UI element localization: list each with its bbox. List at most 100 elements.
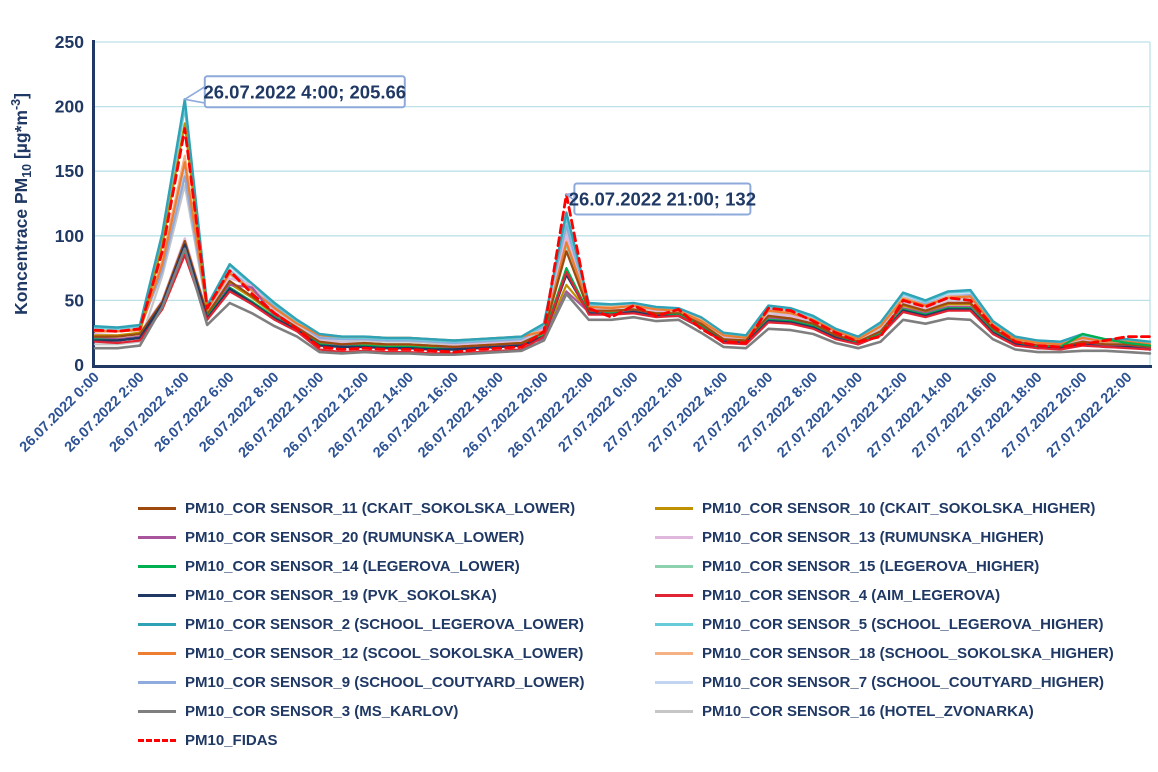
legend-item: PM10_FIDAS xyxy=(138,732,655,749)
series-line xyxy=(93,254,1152,355)
y-tick-label: 150 xyxy=(55,161,84,181)
legend-label: PM10_COR SENSOR_7 (SCHOOL_COUTYARD_HIGHE… xyxy=(702,674,1105,691)
legend-row: PM10_COR SENSOR_2 (SCHOOL_LEGEROVA_LOWER… xyxy=(0,610,1158,639)
x-tick-label: 26.07.2022 20:00 xyxy=(460,370,552,462)
legend-swatch xyxy=(655,536,693,539)
legend-label: PM10_COR SENSOR_11 (CKAIT_SOKOLSKA_LOWER… xyxy=(185,500,576,517)
legend-label: PM10_COR SENSOR_5 (SCHOOL_LEGEROVA_HIGHE… xyxy=(702,616,1104,633)
x-tick-label: 26.07.2022 16:00 xyxy=(370,370,462,462)
series-line xyxy=(93,161,1152,346)
chart-legend: PM10_COR SENSOR_11 (CKAIT_SOKOLSKA_LOWER… xyxy=(0,494,1158,755)
legend-item: PM10_COR SENSOR_9 (SCHOOL_COUTYARD_LOWER… xyxy=(138,674,655,691)
x-tick-label: 26.07.2022 8:00 xyxy=(196,370,282,456)
legend-label: PM10_COR SENSOR_20 (RUMUNSKA_LOWER) xyxy=(185,529,525,546)
legend-item: PM10_COR SENSOR_14 (LEGEROVA_LOWER) xyxy=(138,558,655,575)
legend-label: PM10_COR SENSOR_4 (AIM_LEGEROVA) xyxy=(702,587,1001,604)
legend-swatch xyxy=(138,652,176,655)
x-tick-label: 26.07.2022 0:00 xyxy=(17,370,103,456)
series-line xyxy=(93,247,1152,357)
legend-label: PM10_COR SENSOR_12 (SCOOL_SOKOLSKA_LOWER… xyxy=(185,645,584,662)
x-tick-label: 26.07.2022 18:00 xyxy=(415,370,507,462)
legend-item: PM10_COR SENSOR_5 (SCHOOL_LEGEROVA_HIGHE… xyxy=(655,616,1158,633)
legend-swatch xyxy=(138,623,176,626)
legend-swatch xyxy=(138,739,176,742)
legend-label: PM10_COR SENSOR_10 (CKAIT_SOKOLSKA_HIGHE… xyxy=(702,500,1096,517)
x-tick-label: 26.07.2022 12:00 xyxy=(280,370,372,462)
x-tick-label: 27.07.2022 0:00 xyxy=(556,370,642,456)
callout-label: 26.07.2022 4:00; 205.66 xyxy=(203,81,406,102)
legend-label: PM10_FIDAS xyxy=(185,732,278,749)
y-tick-label: 100 xyxy=(55,226,84,246)
legend-swatch xyxy=(655,710,693,713)
legend-row: PM10_COR SENSOR_9 (SCHOOL_COUTYARD_LOWER… xyxy=(0,668,1158,697)
legend-swatch xyxy=(138,681,176,684)
x-tick-label: 27.07.2022 6:00 xyxy=(690,370,776,456)
legend-swatch xyxy=(655,623,693,626)
legend-swatch xyxy=(655,681,693,684)
x-tick-label: 26.07.2022 10:00 xyxy=(236,370,328,462)
x-tick-label: 26.07.2022 4:00 xyxy=(107,370,193,456)
legend-swatch xyxy=(655,565,693,568)
legend-swatch xyxy=(138,536,176,539)
legend-item: PM10_COR SENSOR_2 (SCHOOL_LEGEROVA_LOWER… xyxy=(138,616,655,633)
legend-item: PM10_COR SENSOR_10 (CKAIT_SOKOLSKA_HIGHE… xyxy=(655,500,1158,517)
x-tick-label: 27.07.2022 16:00 xyxy=(909,370,1001,462)
legend-row: PM10_COR SENSOR_11 (CKAIT_SOKOLSKA_LOWER… xyxy=(0,494,1158,523)
legend-row: PM10_COR SENSOR_12 (SCOOL_SOKOLSKA_LOWER… xyxy=(0,639,1158,668)
legend-label: PM10_COR SENSOR_13 (RUMUNSKA_HIGHER) xyxy=(702,529,1044,546)
legend-row: PM10_COR SENSOR_14 (LEGEROVA_LOWER) PM10_… xyxy=(0,552,1158,581)
y-axis-title: Koncentrace PM10 [µg*m-3] xyxy=(9,93,34,315)
x-tick-label: 27.07.2022 22:00 xyxy=(1044,370,1136,462)
x-tick-label: 26.07.2022 6:00 xyxy=(152,370,238,456)
legend-swatch xyxy=(138,594,176,597)
x-tick-label: 27.07.2022 10:00 xyxy=(774,370,866,462)
legend-label: PM10_COR SENSOR_14 (LEGEROVA_LOWER) xyxy=(185,558,520,575)
legend-label: PM10_COR SENSOR_19 (PVK_SOKOLSKA) xyxy=(185,587,497,604)
legend-label: PM10_COR SENSOR_2 (SCHOOL_LEGEROVA_LOWER… xyxy=(185,616,584,633)
legend-item: PM10_COR SENSOR_12 (SCOOL_SOKOLSKA_LOWER… xyxy=(138,645,655,662)
series-line xyxy=(93,98,1152,343)
legend-swatch xyxy=(655,652,693,655)
y-tick-label: 200 xyxy=(55,97,84,117)
legend-item: PM10_COR SENSOR_20 (RUMUNSKA_LOWER) xyxy=(138,529,655,546)
legend-label: PM10_COR SENSOR_16 (HOTEL_ZVONARKA) xyxy=(702,703,1034,720)
x-tick-label: 27.07.2022 14:00 xyxy=(864,370,956,462)
y-tick-label: 50 xyxy=(65,290,85,310)
legend-item: PM10_COR SENSOR_7 (SCHOOL_COUTYARD_HIGHE… xyxy=(655,674,1158,691)
y-tick-label: 0 xyxy=(74,355,84,375)
legend-item: PM10_COR SENSOR_15 (LEGEROVA_HIGHER) xyxy=(655,558,1158,575)
x-tick-label: 27.07.2022 2:00 xyxy=(600,370,686,456)
legend-item: PM10_COR SENSOR_3 (MS_KARLOV) xyxy=(138,703,655,720)
x-tick-label: 27.07.2022 8:00 xyxy=(735,370,821,456)
legend-row: PM10_COR SENSOR_3 (MS_KARLOV) PM10_COR SE… xyxy=(0,697,1158,726)
x-tick-label: 27.07.2022 4:00 xyxy=(645,370,731,456)
legend-swatch xyxy=(138,507,176,510)
legend-row: PM10_FIDAS xyxy=(0,726,1158,755)
chart-canvas: 0 50 100 150 200 250 Koncentrace PM10 [µg*m-3]… xyxy=(9,32,1152,462)
series-line xyxy=(93,127,1152,354)
callout-box xyxy=(573,182,752,216)
legend-row: PM10_COR SENSOR_20 (RUMUNSKA_LOWER) PM10_… xyxy=(0,523,1158,552)
legend-row: PM10_COR SENSOR_19 (PVK_SOKOLSKA) PM10_CO… xyxy=(0,581,1158,610)
legend-item: PM10_COR SENSOR_4 (AIM_LEGEROVA) xyxy=(655,587,1158,604)
callout-box xyxy=(203,75,406,109)
legend-label: PM10_COR SENSOR_3 (MS_KARLOV) xyxy=(185,703,459,720)
x-tick-label: 26.07.2022 14:00 xyxy=(325,370,417,462)
legend-swatch xyxy=(655,594,693,597)
x-tick-label: 26.07.2022 2:00 xyxy=(62,370,148,456)
legend-swatch xyxy=(138,710,176,713)
x-tick-label: 27.07.2022 12:00 xyxy=(819,370,911,462)
legend-item: PM10_COR SENSOR_19 (PVK_SOKOLSKA) xyxy=(138,587,655,604)
callout-label: 26.07.2022 21:00; 132 xyxy=(569,188,756,209)
legend-swatch xyxy=(655,507,693,510)
legend-label: PM10_COR SENSOR_9 (SCHOOL_COUTYARD_LOWER… xyxy=(185,674,585,691)
legend-item: PM10_COR SENSOR_16 (HOTEL_ZVONARKA) xyxy=(655,703,1158,720)
legend-swatch xyxy=(138,565,176,568)
legend-item: PM10_COR SENSOR_18 (SCHOOL_SOKOLSKA_HIGH… xyxy=(655,645,1158,662)
y-tick-label: 250 xyxy=(55,32,84,52)
legend-label: PM10_COR SENSOR_15 (LEGEROVA_HIGHER) xyxy=(702,558,1040,575)
x-tick-label: 26.07.2022 22:00 xyxy=(505,370,597,462)
legend-item: PM10_COR SENSOR_11 (CKAIT_SOKOLSKA_LOWER… xyxy=(138,500,655,517)
x-tick-label: 27.07.2022 20:00 xyxy=(999,370,1091,462)
